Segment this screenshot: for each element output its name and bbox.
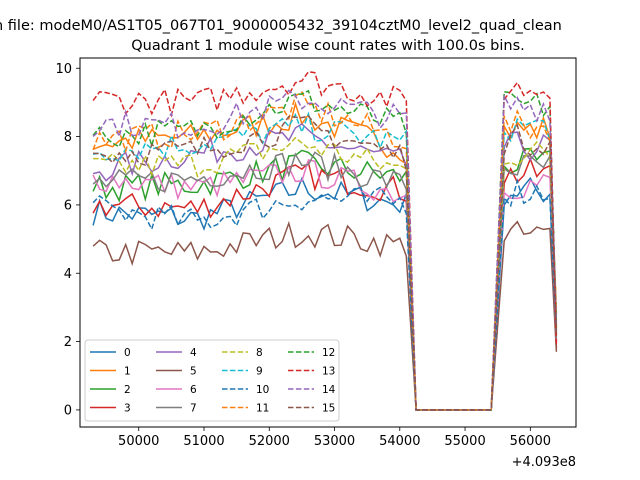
legend-label-5: 5 [190, 366, 197, 378]
y-tick-label: 0 [64, 403, 72, 418]
legend-label-6: 6 [190, 384, 197, 396]
legend-label-14: 14 [322, 384, 336, 396]
legend-label-11: 11 [256, 403, 269, 415]
series-line-8 [93, 136, 558, 411]
x-tick-label: 55000 [444, 434, 485, 449]
plot-lines [92, 70, 558, 411]
legend-label-1: 1 [124, 366, 131, 378]
series-line-12 [92, 89, 558, 411]
series-line-14 [92, 89, 558, 411]
x-tick-label: 51000 [183, 434, 224, 449]
legend-label-2: 2 [124, 384, 131, 396]
chart-title: Quadrant 1 module wise count rates with … [131, 38, 525, 54]
legend-label-7: 7 [190, 403, 197, 415]
x-tick-label: 52000 [249, 434, 290, 449]
series-line-10 [92, 177, 558, 411]
legend-label-13: 13 [322, 366, 335, 378]
plot-frame [79, 57, 577, 428]
y-tick-label: 10 [55, 62, 72, 77]
x-tick-label: 56000 [510, 434, 551, 449]
legend-label-10: 10 [256, 384, 269, 396]
legend-label-3: 3 [124, 403, 131, 415]
legend-label-0: 0 [124, 347, 131, 359]
y-tick-label: 2 [64, 335, 72, 350]
legend-label-12: 12 [322, 347, 335, 359]
figure-suptitle: n file: modeM0/AS1T05_067T01_9000005432_… [0, 18, 562, 34]
legend-label-15: 15 [322, 403, 335, 415]
x-tick-label: 54000 [379, 434, 420, 449]
series-line-15 [93, 115, 558, 411]
series-line-13 [92, 70, 558, 411]
legend-box [84, 339, 340, 422]
y-tick-label: 8 [64, 130, 72, 145]
y-axis: 0 2 4 6 8 10 [55, 62, 80, 418]
y-tick-label: 6 [64, 198, 72, 213]
legend-label-4: 4 [190, 347, 197, 359]
legend-label-8: 8 [256, 347, 263, 359]
x-offset-label: +4.093e8 [512, 455, 576, 470]
x-tick-label: 53000 [314, 434, 355, 449]
x-axis: 50000 51000 52000 53000 54000 55000 56000 [118, 427, 551, 449]
legend-label-9: 9 [256, 366, 263, 378]
series-line-11 [92, 91, 558, 411]
y-tick-label: 4 [64, 267, 72, 282]
x-tick-label: 50000 [118, 434, 159, 449]
